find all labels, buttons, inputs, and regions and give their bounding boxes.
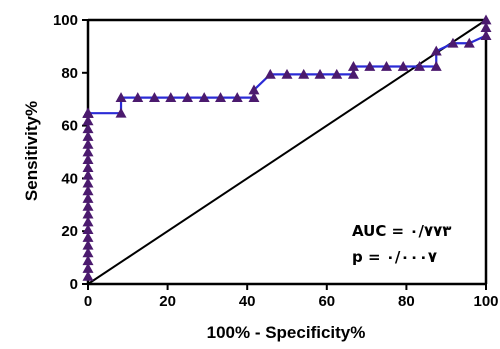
y-tick-label: 60 bbox=[61, 118, 78, 135]
y-tick-label: 40 bbox=[61, 170, 78, 187]
reference-diagonal-line bbox=[87, 19, 487, 285]
roc-data-point bbox=[480, 30, 492, 40]
roc-data-point bbox=[231, 92, 243, 103]
roc-data-point bbox=[82, 270, 94, 281]
x-tick-label: 60 bbox=[318, 293, 335, 310]
x-tick-label: 80 bbox=[398, 293, 415, 310]
roc-data-point bbox=[82, 224, 94, 235]
x-axis-ticks: 0 20 40 60 80 100 bbox=[84, 284, 499, 310]
roc-data-point bbox=[82, 247, 94, 258]
y-tick-label: 100 bbox=[53, 12, 78, 29]
x-tick-label: 0 bbox=[84, 293, 92, 310]
roc-data-point bbox=[480, 22, 492, 33]
roc-data-point bbox=[82, 185, 94, 196]
roc-data-point bbox=[430, 45, 442, 56]
x-tick-label: 100 bbox=[473, 293, 498, 310]
roc-data-point bbox=[298, 68, 310, 79]
roc-data-point bbox=[82, 216, 94, 227]
roc-data-point bbox=[82, 232, 94, 242]
roc-data-point bbox=[347, 60, 359, 71]
roc-data-point bbox=[82, 130, 94, 141]
roc-data-point bbox=[115, 107, 127, 118]
roc-data-point bbox=[397, 60, 409, 71]
series-layer bbox=[82, 14, 492, 285]
y-tick-label: 0 bbox=[70, 276, 78, 293]
roc-data-point bbox=[414, 60, 426, 71]
x-tick-label: 40 bbox=[239, 293, 256, 310]
roc-data-point bbox=[198, 92, 210, 103]
roc-data-point bbox=[248, 92, 260, 103]
roc-data-point bbox=[82, 255, 94, 266]
roc-data-point bbox=[82, 162, 94, 172]
roc-data-point bbox=[381, 60, 392, 71]
roc-data-point bbox=[82, 146, 94, 157]
roc-data-point bbox=[430, 60, 442, 71]
roc-data-point bbox=[182, 92, 193, 103]
roc-data-point bbox=[165, 92, 177, 103]
roc-data-point bbox=[82, 123, 94, 134]
roc-data-point bbox=[82, 208, 94, 219]
roc-data-point bbox=[82, 169, 94, 180]
roc-data-point bbox=[82, 115, 94, 126]
roc-data-point bbox=[148, 92, 160, 103]
roc-data-point bbox=[82, 138, 94, 149]
roc-data-point bbox=[347, 68, 359, 79]
y-axis-title: Sensitivity% bbox=[22, 101, 41, 201]
y-axis-ticks: 0 20 40 60 80 100 bbox=[53, 12, 88, 293]
roc-data-point bbox=[82, 239, 94, 250]
roc-data-point bbox=[82, 262, 94, 273]
y-tick-label: 80 bbox=[61, 65, 78, 82]
p-value-annotation: p = ۰/۰۰۰۷ bbox=[352, 248, 437, 266]
roc-data-point bbox=[463, 37, 475, 48]
roc-data-point bbox=[82, 200, 94, 211]
x-axis-title: 100% - Specificity% bbox=[207, 323, 366, 342]
roc-data-point bbox=[82, 154, 94, 165]
roc-data-point bbox=[248, 84, 260, 95]
x-tick-label: 20 bbox=[159, 293, 176, 310]
auc-annotation: AUC = ۰/۷۷۳ bbox=[352, 222, 451, 240]
roc-data-point bbox=[115, 92, 127, 103]
roc-data-point bbox=[314, 68, 326, 79]
roc-data-point bbox=[82, 192, 94, 203]
roc-data-point bbox=[82, 107, 94, 118]
roc-data-point bbox=[215, 92, 227, 103]
roc-data-point bbox=[364, 60, 376, 71]
roc-data-point bbox=[331, 68, 343, 79]
roc-data-point bbox=[281, 68, 293, 79]
roc-data-point bbox=[132, 92, 144, 103]
roc-data-point bbox=[264, 68, 276, 79]
roc-data-point bbox=[82, 177, 94, 188]
y-tick-label: 20 bbox=[61, 223, 78, 240]
roc-data-point bbox=[480, 14, 492, 25]
roc-data-point bbox=[447, 37, 459, 48]
